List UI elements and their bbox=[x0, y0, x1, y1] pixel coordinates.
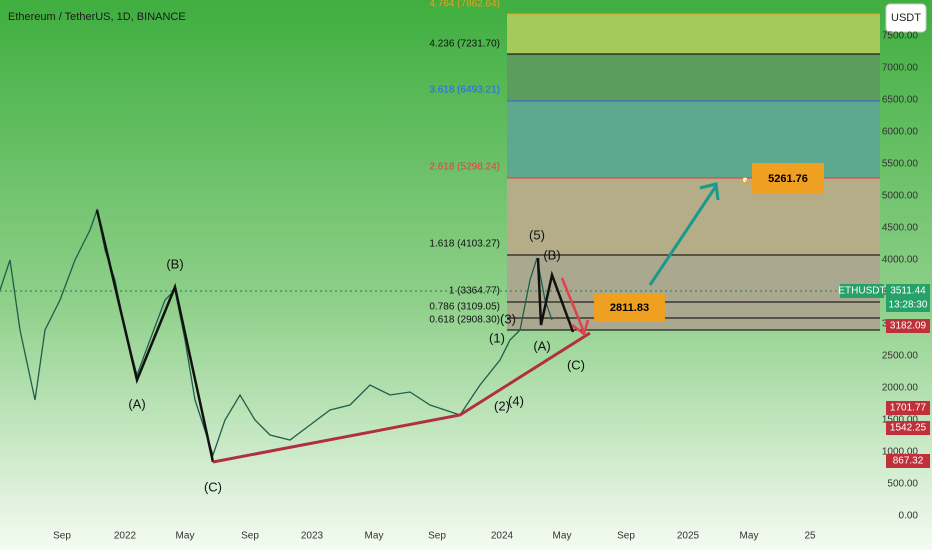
fib-zone bbox=[507, 101, 880, 178]
fib-zone bbox=[507, 255, 880, 330]
wave-label: (4) bbox=[508, 393, 524, 408]
countdown-label: 13:28:30 bbox=[889, 300, 928, 311]
fib-label: 2.618 (5298.24) bbox=[429, 162, 500, 173]
time-tick-label: Sep bbox=[241, 531, 259, 542]
price-tick-label: 2500.00 bbox=[882, 351, 919, 362]
time-axis: Sep 2022 May Sep 2023 May Sep 2024 May Sep 2025 May… bbox=[53, 531, 816, 542]
symbol-badge bbox=[840, 284, 884, 298]
price-tick-label: 1000.00 bbox=[882, 447, 919, 458]
fib-label: 3.618 (6493.21) bbox=[429, 85, 500, 96]
wave-label: (A) bbox=[533, 338, 550, 353]
price-tick-label: 5500.00 bbox=[882, 159, 919, 170]
fib-label: 1 (3364.77) bbox=[449, 286, 500, 297]
fib-label: 4.236 (7231.70) bbox=[429, 39, 500, 50]
wave-label: (5) bbox=[529, 227, 545, 242]
down-arrow bbox=[560, 277, 590, 337]
target-box bbox=[594, 293, 665, 322]
target-label: 2811.83 bbox=[610, 302, 649, 314]
time-tick-label: Sep bbox=[617, 531, 635, 542]
price-tick-label: 5000.00 bbox=[882, 191, 919, 202]
target-box bbox=[752, 163, 824, 193]
time-tick-label: Sep bbox=[428, 531, 446, 542]
fib-label: 1.618 (4103.27) bbox=[429, 239, 500, 250]
fib-label: 0.786 (3109.05) bbox=[429, 302, 500, 313]
wave-line bbox=[536, 257, 575, 333]
time-tick-label: 2024 bbox=[491, 531, 514, 542]
level-badge bbox=[886, 319, 930, 333]
time-tick-label: Sep bbox=[53, 531, 71, 542]
target-label: 5261.76 bbox=[768, 173, 808, 185]
price-tick-label: 6000.00 bbox=[882, 127, 919, 138]
level-badge bbox=[886, 401, 930, 415]
level-label: 1542.25 bbox=[890, 423, 927, 434]
wave-labels: (A) (B) (C) (1) (2) (3) (4) (5) (B) (A) … bbox=[128, 227, 585, 494]
wave-label: (C) bbox=[567, 357, 585, 372]
level-label: 3182.09 bbox=[890, 321, 927, 332]
price-badge bbox=[886, 284, 930, 298]
wave-label: (1) bbox=[489, 330, 505, 345]
level-badge bbox=[886, 421, 930, 435]
time-tick-label: 2025 bbox=[677, 531, 700, 542]
level-label: 867.32 bbox=[893, 456, 924, 467]
time-tick-label: May bbox=[365, 531, 384, 542]
level-label: 1701.77 bbox=[890, 403, 927, 414]
wave-label: (C) bbox=[204, 479, 222, 494]
wave-label: (B) bbox=[543, 247, 560, 262]
countdown-badge bbox=[886, 298, 930, 312]
price-tick-label: 0.00 bbox=[899, 511, 919, 522]
symbol-label: ETHUSDT bbox=[838, 286, 885, 297]
fib-zone bbox=[507, 178, 880, 255]
time-tick-label: 25 bbox=[804, 531, 816, 542]
chart-title: Ethereum / TetherUS, 1D, BINANCE bbox=[8, 11, 186, 23]
price-tick-label: 1500.00 bbox=[882, 415, 919, 426]
price-label: 3511.44 bbox=[890, 286, 926, 297]
price-tick-label: 2000.00 bbox=[882, 383, 919, 394]
wave-label: (3) bbox=[500, 311, 516, 326]
wave-label: (B) bbox=[166, 256, 183, 271]
time-tick-label: May bbox=[740, 531, 759, 542]
fib-zone bbox=[507, 54, 880, 101]
fib-label: 0.618 (2908.30) bbox=[429, 315, 500, 326]
target-arrow bbox=[648, 182, 720, 286]
price-trace bbox=[0, 207, 553, 458]
level-badges: 3182.09 1701.77 1542.25 867.32 bbox=[886, 319, 930, 468]
time-tick-label: May bbox=[553, 531, 572, 542]
level-badge bbox=[886, 454, 930, 468]
fib-lines bbox=[507, 13, 880, 331]
price-tick-label: 4500.00 bbox=[882, 223, 919, 234]
price-tick-label: 6500.00 bbox=[882, 95, 919, 106]
price-tick-label: 500.00 bbox=[887, 479, 918, 490]
price-tick-label: 4000.00 bbox=[882, 255, 919, 266]
wave-line bbox=[95, 209, 215, 463]
currency-label: USDT bbox=[891, 12, 921, 24]
currency-button[interactable] bbox=[885, 3, 927, 33]
time-tick-label: 2023 bbox=[301, 531, 324, 542]
wave-label: (2) bbox=[494, 398, 510, 413]
fib-label: 4.764 (7862.64) bbox=[429, 0, 500, 10]
price-tick-label: 7500.00 bbox=[882, 31, 919, 42]
fib-labels: 4.764 (7862.64) 4.236 (7231.70) 3.618 (6… bbox=[429, 0, 500, 326]
time-tick-label: May bbox=[176, 531, 195, 542]
fib-zone bbox=[507, 14, 880, 54]
trend-line bbox=[212, 331, 591, 464]
price-tick-label: 7000.00 bbox=[882, 63, 919, 74]
wave-label: (A) bbox=[128, 396, 145, 411]
time-tick-label: 2022 bbox=[114, 531, 137, 542]
